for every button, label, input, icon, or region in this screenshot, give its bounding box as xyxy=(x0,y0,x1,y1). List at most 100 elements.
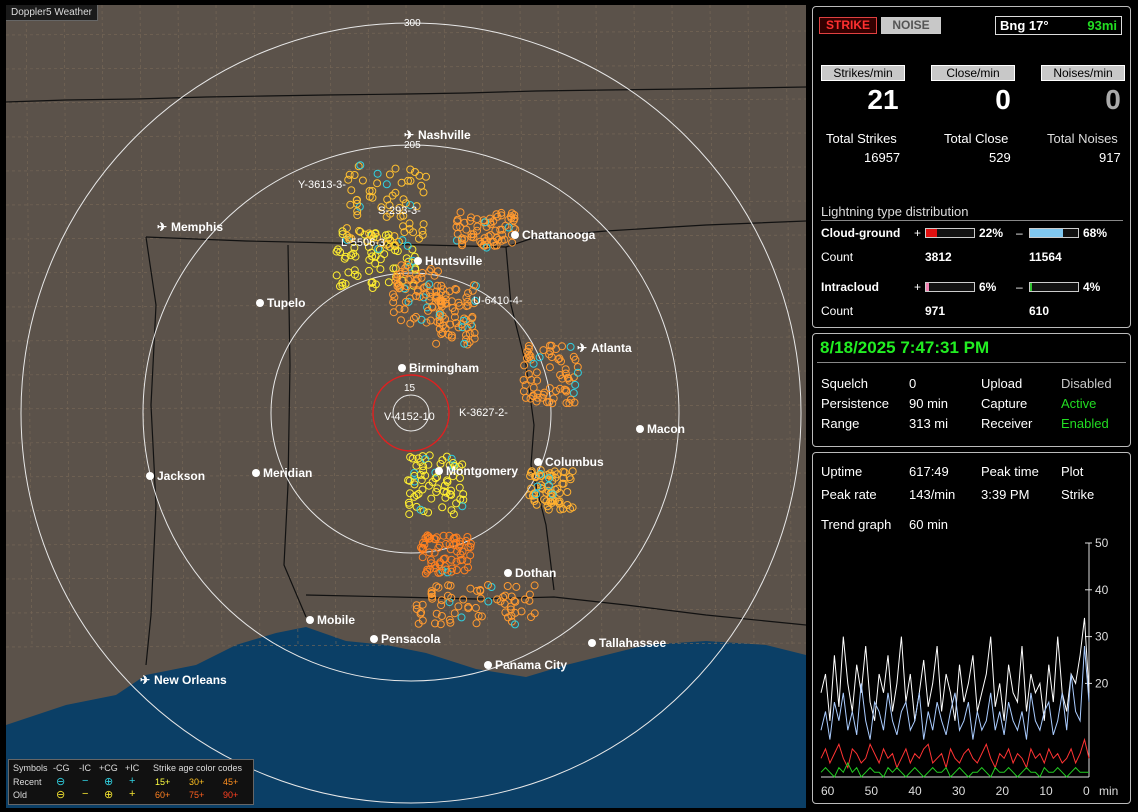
city-name: Meridian xyxy=(263,466,312,480)
upload-label: Upload xyxy=(981,376,1023,391)
bearing-label: Bng 17° xyxy=(1000,18,1049,33)
city-marker: ✈ New Orleans xyxy=(140,673,227,687)
status-divider xyxy=(817,362,1126,363)
peak-rate-value: 143/min xyxy=(909,487,956,502)
total-strikes-label: Total Strikes xyxy=(826,131,897,146)
storm-cell-label[interactable]: U-6410-4- xyxy=(473,295,523,307)
city-marker: Mobile xyxy=(306,613,355,627)
legend-col-pos-ic: +IC xyxy=(125,763,140,773)
city-name: Pensacola xyxy=(381,632,441,646)
county-grid xyxy=(6,5,806,648)
city-marker: Montgomery xyxy=(435,464,518,478)
intracloud-label: Intracloud xyxy=(821,280,880,294)
ic-negative-bar xyxy=(1029,282,1079,292)
x-tick-label: 20 xyxy=(996,784,1010,798)
legend-age-75: 75+ xyxy=(189,790,205,800)
legend-col-pos-cg: +CG xyxy=(99,763,118,773)
persistence-value: 90 min xyxy=(909,396,949,411)
bearing-distance: 93mi xyxy=(1087,18,1117,33)
ic-positive-count: 971 xyxy=(925,304,946,318)
city-name: Chattanooga xyxy=(522,228,596,242)
ring-label: 300 xyxy=(404,18,421,29)
city-name: Atlanta xyxy=(591,341,632,355)
city-dot-icon xyxy=(534,458,542,466)
city-dot-icon xyxy=(504,569,512,577)
trend-graph-value: 60 min xyxy=(909,517,949,532)
city-dot-icon xyxy=(511,231,519,239)
trend-series-line xyxy=(820,645,1090,740)
range-label: Range xyxy=(821,416,860,431)
city-dot-icon xyxy=(370,635,378,643)
cg-positive-percent: 22% xyxy=(979,226,1004,240)
strike-mode-button[interactable]: STRIKE xyxy=(819,17,877,34)
close-per-min-label: Close/min xyxy=(931,65,1015,81)
trend-panel: Uptime 617:49 Peak time Plot Peak rate 1… xyxy=(812,452,1131,804)
city-marker: Tallahassee xyxy=(588,636,666,650)
city-marker: ✈ Memphis xyxy=(157,220,223,234)
storm-cell-label[interactable]: V-4152-10 xyxy=(384,411,435,423)
plot-label: Plot xyxy=(1061,464,1084,479)
city-dot-icon xyxy=(636,425,644,433)
storm-cell-label[interactable]: K-3627-2- xyxy=(459,407,508,419)
city-dot-icon xyxy=(588,639,596,647)
city-marker: Dothan xyxy=(504,566,556,580)
capture-value: Active xyxy=(1061,396,1097,411)
ic-positive-bar-fill xyxy=(926,283,929,291)
city-name: Panama City xyxy=(495,658,567,672)
plot-value[interactable]: Strike xyxy=(1061,487,1095,502)
storm-cell-label[interactable]: S-293-3- xyxy=(378,205,421,217)
symbol-legend: Symbols -CG -IC +CG +IC Strike age color… xyxy=(8,759,254,805)
total-strikes-value: 16957 xyxy=(864,150,901,165)
legend-age-15: 15+ xyxy=(155,777,171,787)
range-rings xyxy=(20,22,802,804)
city-dot-icon xyxy=(256,299,264,307)
city-dot-icon xyxy=(414,257,422,265)
storm-cell-label[interactable]: L-5506-3 xyxy=(341,237,385,249)
legend-age-90: 90+ xyxy=(223,790,239,800)
city-name: Huntsville xyxy=(425,254,483,268)
legend-age-60: 60+ xyxy=(155,790,171,800)
y-tick-label: 30 xyxy=(1095,630,1109,644)
noise-mode-button[interactable]: NOISE xyxy=(881,17,941,34)
ic-positive-bar xyxy=(925,282,975,292)
storm-labels: Y-3613-3- S-293-3- L-5506-3 U-6410-4- V-4152… xyxy=(298,179,523,423)
y-tick-label: 20 xyxy=(1095,676,1109,690)
x-tick-label: 50 xyxy=(865,784,879,798)
legend-recent-label: Recent xyxy=(13,777,42,787)
total-noises-label: Total Noises xyxy=(1047,131,1118,146)
city-marker: ✈ Atlanta xyxy=(577,341,632,355)
city-marker: Jackson xyxy=(146,469,205,483)
ic-positive-percent: 6% xyxy=(979,280,997,294)
state-borders xyxy=(6,86,806,666)
city-dot-icon xyxy=(252,469,260,477)
legend-recent-neg-ic-icon: − xyxy=(82,775,89,787)
legend-age-label: Strike age color codes xyxy=(153,763,243,773)
legend-recent-pos-ic-icon: + xyxy=(129,775,136,787)
legend-recent-neg-cg-icon: ⊖ xyxy=(56,776,66,788)
lightning-map[interactable]: 300 205 15 Y-3613-3- S-293-3- L-5506-3 U-6410… xyxy=(6,5,806,808)
x-unit-label: min xyxy=(1099,784,1118,798)
peak-time-value: 3:39 PM xyxy=(981,487,1030,502)
city-marker: Meridian xyxy=(252,466,312,480)
strike-markers xyxy=(332,161,582,629)
legend-col-neg-cg: -CG xyxy=(53,763,70,773)
city-dot-icon xyxy=(484,661,492,669)
airport-icon: ✈ xyxy=(577,341,587,355)
airport-icon: ✈ xyxy=(404,128,414,142)
city-marker: Pensacola xyxy=(370,632,441,646)
x-tick-label: 0 xyxy=(1083,784,1090,798)
ic-count-label: Count xyxy=(821,304,854,318)
ic-positive-sign: + xyxy=(914,280,922,294)
legend-old-pos-ic-icon: + xyxy=(129,788,136,800)
legend-old-label: Old xyxy=(13,790,28,800)
distribution-divider xyxy=(821,220,1123,221)
city-marker: Birmingham xyxy=(398,361,479,375)
strikes-per-min-value: 21 xyxy=(867,84,899,115)
storm-cell-label[interactable]: Y-3613-3- xyxy=(298,179,346,191)
ring-labels: 300 205 15 xyxy=(404,18,421,394)
map-canvas[interactable]: 300 205 15 Y-3613-3- S-293-3- L-5506-3 U-6410… xyxy=(6,5,806,808)
city-marker: Tupelo xyxy=(256,296,305,310)
city-dot-icon xyxy=(306,616,314,624)
datetime-display: 8/18/2025 7:47:31 PM xyxy=(820,338,990,357)
noises-per-min-value: 0 xyxy=(1105,84,1121,115)
